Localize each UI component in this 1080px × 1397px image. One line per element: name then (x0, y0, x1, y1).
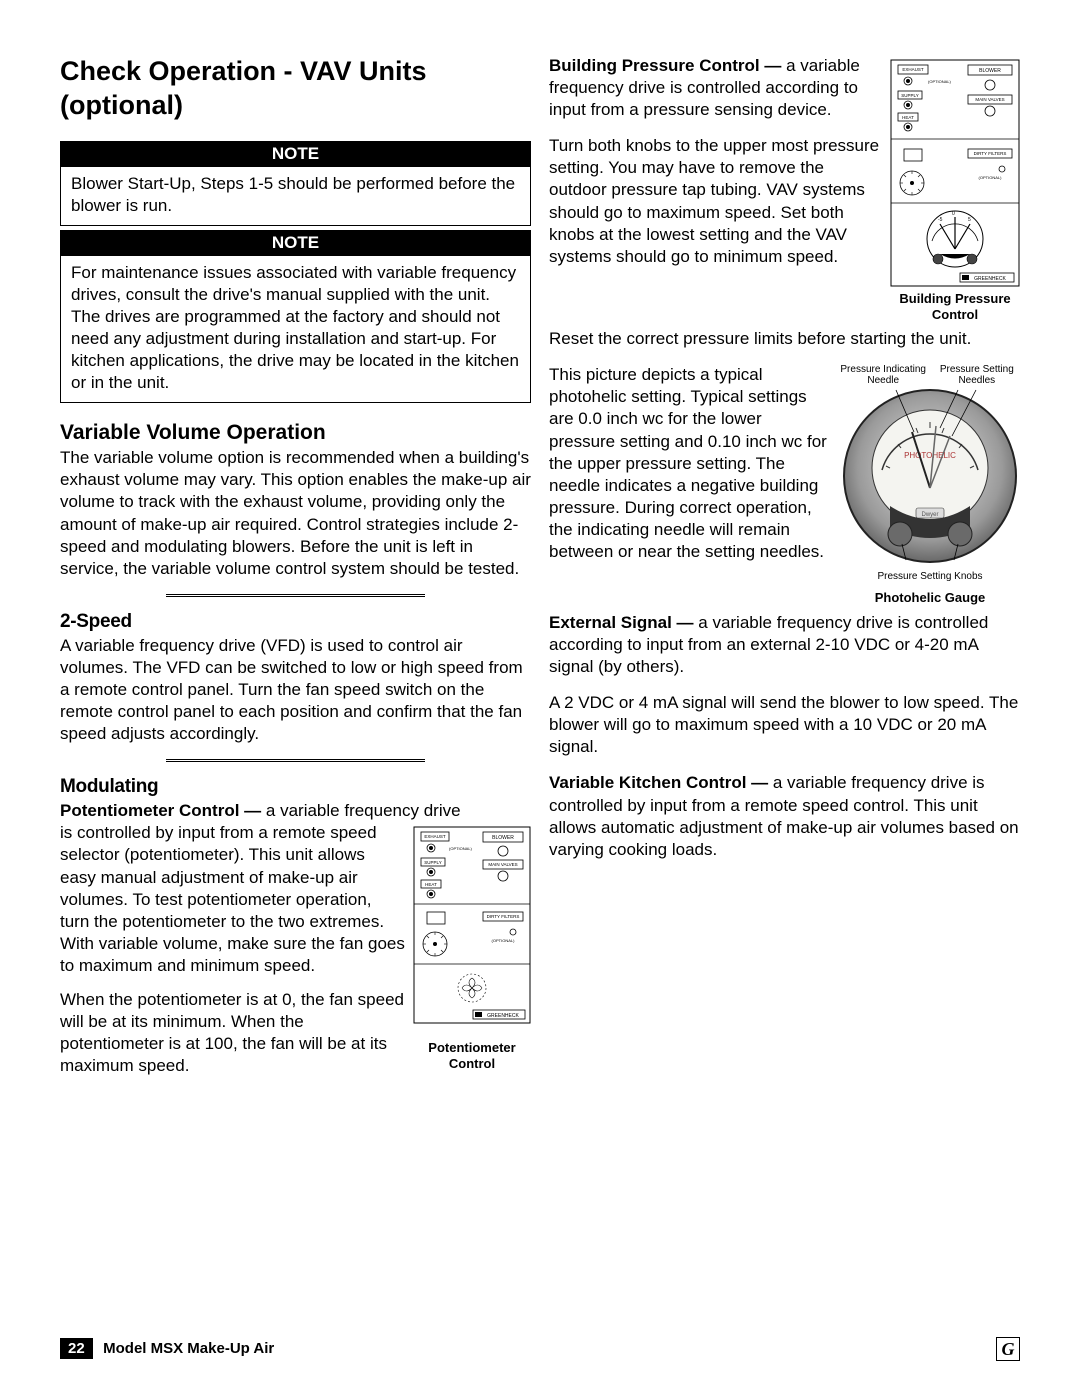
gauge-label-bottom: Pressure Setting Knobs (840, 571, 1020, 582)
pot-caption: Potentiometer Control (413, 1040, 531, 1071)
twospeed-body: A variable frequency drive (VFD) is used… (60, 635, 531, 745)
pot-body-intro: a variable frequency drive (266, 801, 461, 820)
gauge-label-right: Pressure Setting Needles (934, 364, 1020, 386)
vkc-para: Variable Kitchen Control — a variable fr… (549, 772, 1020, 860)
bpc-figure: BLOWER EXHAUST (OPTIONAL) MAIN VALVES SU… (890, 59, 1020, 322)
photo-caption: Photohelic Gauge (840, 590, 1020, 606)
svg-text:0: 0 (952, 211, 955, 217)
photohelic-gauge-icon: PHOTOHELIC Dwyer (842, 388, 1018, 564)
modulating-heading: Modulating (60, 776, 531, 798)
vkc-head: Variable Kitchen Control — (549, 773, 773, 792)
bpc-panel-icon: BLOWER EXHAUST (OPTIONAL) MAIN VALVES SU… (890, 59, 1020, 287)
svg-text:GREENHECK: GREENHECK (487, 1013, 519, 1019)
footer-text: Model MSX Make-Up Air (103, 1340, 274, 1357)
svg-text:-5: -5 (938, 217, 943, 223)
svg-text:BLOWER: BLOWER (492, 835, 514, 841)
svg-text:GREENHECK: GREENHECK (974, 276, 1006, 282)
vvo-body: The variable volume option is recommende… (60, 447, 531, 580)
photohelic-figure: Pressure Indicating Needle Pressure Sett… (840, 364, 1020, 606)
ext-body2: A 2 VDC or 4 mA signal will send the blo… (549, 692, 1020, 758)
potentiometer-figure: BLOWER EXHAUST (OPTIONAL) MAIN VALVES SU… (413, 826, 531, 1071)
svg-text:PHOTOHELIC: PHOTOHELIC (904, 451, 956, 460)
page-number: 22 (60, 1338, 93, 1359)
svg-text:Dwyer: Dwyer (921, 512, 938, 518)
note1-header: NOTE (60, 141, 531, 167)
ext-head: External Signal — (549, 613, 698, 632)
svg-text:SUPPLY: SUPPLY (424, 860, 441, 865)
svg-text:EXHAUST: EXHAUST (902, 67, 924, 72)
note2-header: NOTE (60, 230, 531, 256)
note1-body: Blower Start-Up, Steps 1-5 should be per… (60, 167, 531, 226)
twospeed-heading: 2-Speed (60, 611, 531, 633)
svg-text:MAIN VALVES: MAIN VALVES (975, 97, 1004, 102)
ext-para: External Signal — a variable frequency d… (549, 612, 1020, 678)
svg-text:DIRTY FILTERS: DIRTY FILTERS (974, 151, 1007, 156)
potentiometer-panel-icon: BLOWER EXHAUST (OPTIONAL) MAIN VALVES SU… (413, 826, 531, 1036)
gauge-label-left: Pressure Indicating Needle (840, 364, 926, 386)
svg-text:(OPTIONAL): (OPTIONAL) (928, 79, 952, 84)
svg-text:BLOWER: BLOWER (979, 68, 1001, 74)
potentiometer-para: Potentiometer Control — a variable frequ… (60, 800, 531, 822)
bpc-head: Building Pressure Control — (549, 56, 786, 75)
section-divider (166, 759, 425, 762)
svg-text:HEAT: HEAT (425, 882, 437, 887)
svg-text:DIRTY FILTERS: DIRTY FILTERS (487, 914, 520, 919)
svg-text:(OPTIONAL): (OPTIONAL) (979, 175, 1003, 180)
section-divider (166, 594, 425, 597)
brand-logo-icon: G (996, 1337, 1020, 1361)
svg-text:MAIN VALVES: MAIN VALVES (488, 862, 517, 867)
pot-head: Potentiometer Control — (60, 801, 266, 820)
vvo-heading: Variable Volume Operation (60, 421, 531, 445)
bpc-body3: Reset the correct pressure limits before… (549, 328, 1020, 350)
page-footer: 22 Model MSX Make-Up Air G (60, 1337, 1020, 1361)
page-title: Check Operation - VAV Units (optional) (60, 55, 531, 123)
svg-text:(OPTIONAL): (OPTIONAL) (449, 846, 473, 851)
svg-text:EXHAUST: EXHAUST (424, 834, 446, 839)
svg-text:HEAT: HEAT (902, 115, 914, 120)
bpc-caption: Building Pressure Control (890, 291, 1020, 322)
note2-body: For maintenance issues associated with v… (60, 256, 531, 404)
svg-text:(OPTIONAL): (OPTIONAL) (492, 938, 516, 943)
svg-text:5: 5 (968, 217, 971, 223)
svg-text:SUPPLY: SUPPLY (901, 93, 918, 98)
